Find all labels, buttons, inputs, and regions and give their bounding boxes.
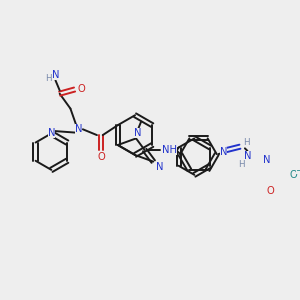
Text: O: O [267, 186, 274, 197]
Text: H: H [238, 160, 245, 169]
Text: N: N [220, 147, 227, 157]
Text: NH: NH [162, 145, 177, 155]
Text: O: O [289, 170, 297, 180]
Text: N: N [48, 128, 55, 138]
Text: O: O [77, 84, 85, 94]
Text: N: N [156, 162, 164, 172]
Text: H: H [45, 74, 51, 83]
Text: N: N [263, 155, 270, 165]
Text: −: − [296, 165, 300, 174]
Text: N: N [75, 124, 82, 134]
Text: N: N [244, 151, 252, 161]
Text: N: N [134, 128, 142, 138]
Text: H: H [243, 138, 250, 147]
Text: O: O [97, 152, 105, 162]
Text: N: N [52, 70, 59, 80]
